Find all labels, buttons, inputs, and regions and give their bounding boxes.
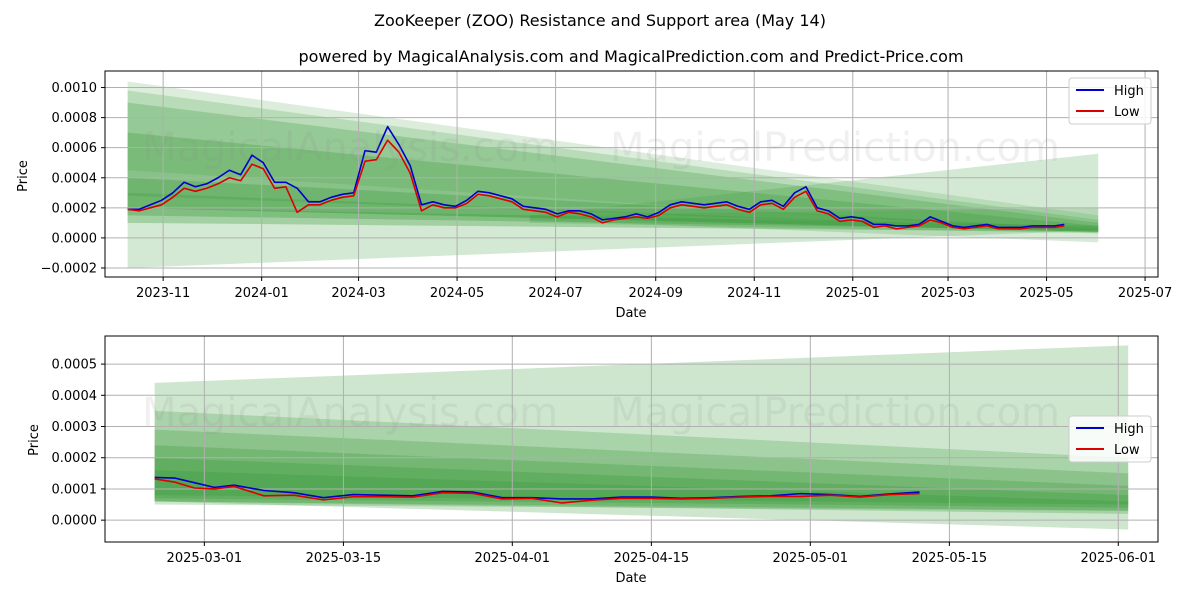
x-tick-label: 2025-04-15 — [614, 551, 690, 566]
y-tick-label: 0.0004 — [52, 171, 98, 186]
support-resistance-band — [127, 81, 1099, 234]
x-tick-label: 2025-03-01 — [167, 551, 243, 566]
y-axis-label: Price — [16, 160, 31, 192]
bottom-panel: Price Date 2025-03-01 2025-03-15 2025-04-0… — [27, 335, 1159, 586]
y-tick-label: 0.0000 — [52, 231, 98, 246]
y-tick-label: 0.0002 — [52, 451, 98, 466]
y-axis-label: Price — [27, 424, 42, 456]
y-tick-label: 0.0003 — [52, 420, 98, 435]
x-tick-label: 2025-05 — [1019, 286, 1073, 301]
legend-label-high: High — [1114, 84, 1144, 99]
x-tick-label: 2024-05 — [430, 286, 484, 301]
x-tick-label: 2023-11 — [136, 286, 190, 301]
support-resistance-band — [127, 102, 1099, 231]
x-tick-label: 2024-09 — [629, 286, 683, 301]
x-tick-label: 2025-04-01 — [475, 551, 551, 566]
x-tick-label: 2024-11 — [727, 286, 781, 301]
support-resistance-band — [127, 177, 1099, 232]
x-tick-label: 2024-07 — [528, 286, 582, 301]
x-axis-label: Date — [615, 306, 646, 321]
y-tick-label: 0.0002 — [52, 201, 98, 216]
y-tick-label: 0.0004 — [52, 389, 98, 404]
top-panel: Price Date 2023-11 2024-01 2024-03 2024-05 2… — [16, 70, 1172, 321]
support-resistance-band — [154, 410, 1129, 530]
x-tick-label: 2025-05-01 — [773, 551, 849, 566]
support-resistance-band — [154, 429, 1129, 514]
x-tick-label: 2024-03 — [331, 286, 385, 301]
support-resistance-band — [127, 192, 1099, 232]
legend-label-low: Low — [1114, 105, 1140, 120]
legend: High Low — [1068, 77, 1152, 125]
y-tick-label: 0.0005 — [52, 358, 98, 373]
support-resistance-band — [154, 345, 1129, 511]
x-tick-label: 2025-07 — [1118, 286, 1172, 301]
x-tick-label: 2025-05-15 — [912, 551, 988, 566]
legend: High Low — [1068, 415, 1152, 463]
x-tick-label: 2025-03-15 — [306, 551, 382, 566]
support-resistance-band — [127, 132, 1099, 232]
x-tick-label: 2024-01 — [234, 286, 288, 301]
watermark-text: MagicalPrediction.com — [610, 390, 1060, 436]
y-tick-label: 0.0006 — [52, 141, 98, 156]
x-axis-label: Date — [615, 571, 646, 586]
plot-frame — [104, 335, 1159, 543]
watermark-text: MagicalAnalysis.com — [142, 125, 558, 171]
plot-frame — [104, 70, 1159, 278]
series-line-low — [127, 139, 1065, 230]
y-tick-label: 0.0010 — [52, 81, 98, 96]
series-line-high — [127, 125, 1065, 229]
support-resistance-band — [529, 207, 1099, 243]
x-tick-label: 2025-01 — [826, 286, 880, 301]
chart-title: ZooKeeper (ZOO) Resistance and Support a… — [374, 11, 826, 30]
series-line-low — [154, 478, 920, 504]
x-tick-label: 2025-06-01 — [1080, 551, 1156, 566]
y-tick-label: 0.0001 — [52, 482, 98, 497]
y-tick-label: −0.0002 — [41, 261, 97, 276]
support-resistance-band — [127, 90, 1099, 268]
y-tick-label: 0.0008 — [52, 111, 98, 126]
series-line-high — [154, 476, 920, 500]
x-tick-label: 2025-03 — [921, 286, 975, 301]
watermark-text: MagicalAnalysis.com — [142, 390, 558, 436]
legend-label-high: High — [1114, 422, 1144, 437]
y-tick-label: 0.0000 — [52, 514, 98, 529]
legend-label-low: Low — [1114, 443, 1140, 458]
support-resistance-band — [529, 153, 1099, 234]
watermark-text: MagicalPrediction.com — [610, 125, 1060, 171]
chart-subtitle: powered by MagicalAnalysis.com and Magic… — [298, 47, 963, 66]
